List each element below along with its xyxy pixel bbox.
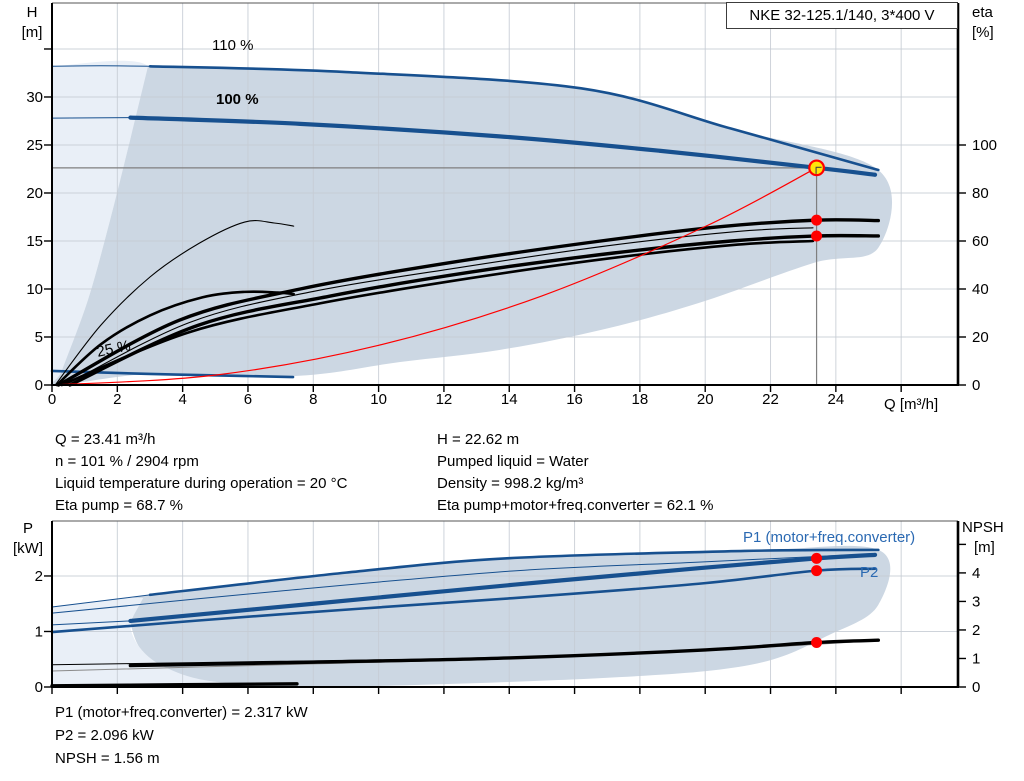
operating-point-mark [815, 166, 822, 174]
result-n: n = 101 % / 2904 rpm [55, 453, 199, 470]
x-tick-label: 12 [436, 391, 453, 408]
marker-duty-eta-pump [811, 214, 823, 226]
curve-p1-110 [148, 548, 880, 597]
curve-p1-lead [51, 620, 131, 626]
tick-marks [44, 543, 966, 694]
npsh-axis-unit-m: [m] [974, 539, 995, 556]
pump-title-box: NKE 32-125.1/140, 3*400 V [726, 2, 958, 29]
y-tick-label: 20 [26, 185, 43, 202]
fill-envelope-light [52, 597, 306, 688]
curve-p2 [50, 567, 877, 634]
y-tick-label: 1 [35, 623, 43, 640]
result-block-bottom: P1 (motor+freq.converter) = 2.317 kW P2 … [55, 701, 308, 770]
gridlines [52, 3, 958, 385]
p-axis-unit: P [22, 520, 33, 537]
y2-tick-label: 40 [972, 281, 989, 298]
result-npsh: NPSH = 1.56 m [55, 750, 160, 767]
x-tick-label: 22 [762, 391, 779, 408]
curve-eta-25-pump [54, 220, 295, 386]
result-block-left: Q = 23.41 m³/h n = 101 % / 2904 rpm Liqu… [55, 429, 347, 517]
y2-tick-label: 20 [972, 329, 989, 346]
p-axis-unit-kw: [kW] [13, 540, 43, 557]
y-tick-label: 30 [26, 89, 43, 106]
eta-axis-unit: eta [972, 4, 993, 21]
x-tick-label: 18 [632, 391, 649, 408]
x-tick-label: 16 [566, 391, 583, 408]
x-tick-label: 2 [113, 391, 121, 408]
operating-point-marker[interactable] [808, 159, 825, 177]
h-axis-unit: H [26, 4, 38, 21]
marker-duty-p2 [811, 565, 823, 577]
curve-eta-mid-thin [64, 227, 814, 386]
y-tick-label: 0 [35, 377, 43, 394]
y2-tick-label: 2 [972, 622, 980, 639]
y-tick-label: 10 [26, 281, 43, 298]
curve-label-p1: P1 (motor+freq.converter) [743, 529, 916, 546]
curve-npsh-25 [50, 682, 299, 688]
y2-tick-label: 3 [972, 593, 980, 610]
marker-duty-npsh [811, 637, 823, 649]
tick-labels: 0 1 2 0 1 2 3 4 [35, 565, 981, 696]
curve-p1-mid-thin [51, 553, 876, 614]
x-tick-label: 14 [501, 391, 518, 408]
curve-eta-aux [60, 239, 815, 387]
result-q: Q = 23.41 m³/h [55, 431, 156, 448]
result-h: H = 22.62 m [437, 431, 520, 448]
y2-tick-label: 60 [972, 233, 989, 250]
y-tick-label: 5 [35, 329, 43, 346]
tick-marks [44, 48, 966, 392]
curve-eta-pump [56, 218, 881, 387]
result-temp: Liquid temperature during operation = 20… [55, 475, 348, 492]
marker-duty-p1 [811, 552, 823, 564]
curve-p1-110-lead [51, 594, 151, 608]
result-eta-pump: Eta pump = 68.7 % [55, 497, 183, 514]
y-tick-label: 2 [35, 568, 43, 585]
result-density: Density = 998.2 kg/m³ [437, 475, 584, 492]
curve-speed-110 [148, 64, 880, 172]
y2-tick-label: 1 [972, 650, 980, 667]
eta-axis-unit-pct: [%] [972, 24, 994, 41]
curve-eta-total [68, 233, 881, 387]
x-tick-label: 20 [697, 391, 714, 408]
q-axis-title: Q [m³/h] [884, 396, 939, 413]
result-eta-total: Eta pump+motor+freq.converter = 62.1 % [437, 497, 714, 514]
npsh-axis-unit: NPSH [962, 519, 1004, 536]
y2-tick-label: 0 [972, 679, 980, 696]
curve-label-p2: P2 [860, 564, 879, 581]
y-tick-label: 25 [26, 137, 43, 154]
fill-envelope-dark [50, 66, 893, 386]
curve-system-curve [51, 167, 818, 386]
x-tick-label: 24 [828, 391, 845, 408]
x-tick-label: 4 [178, 391, 186, 408]
h-axis-unit-m: [m] [21, 24, 43, 41]
result-p1: P1 (motor+freq.converter) = 2.317 kW [55, 704, 308, 721]
power-npsh-chart: 0 1 2 0 1 2 3 4 [35, 520, 981, 696]
y-tick-label: 0 [35, 679, 43, 696]
y2-tick-label: 80 [972, 185, 989, 202]
curve-p1 [128, 552, 878, 624]
curve-npsh [128, 638, 881, 668]
curve-label-100: 100 % [216, 91, 259, 108]
curve-label-110: 110 % [212, 37, 254, 54]
result-block-right: H = 22.62 m Pumped liquid = Water Densit… [437, 429, 713, 517]
fill-envelope-light [52, 60, 152, 385]
y2-tick-label: 100 [972, 137, 997, 154]
result-p2: P2 = 2.096 kW [55, 727, 154, 744]
y-tick-label: 15 [26, 233, 43, 250]
x-tick-label: 8 [309, 391, 317, 408]
x-tick-label: 6 [244, 391, 252, 408]
x-tick-label: 10 [370, 391, 387, 408]
y2-tick-label: 0 [972, 377, 980, 394]
x-tick-label: 0 [48, 391, 56, 408]
marker-duty-eta-total [811, 230, 823, 242]
curve-speed-100 [128, 115, 878, 177]
y2-tick-label: 4 [972, 565, 980, 582]
result-liquid: Pumped liquid = Water [437, 453, 589, 470]
